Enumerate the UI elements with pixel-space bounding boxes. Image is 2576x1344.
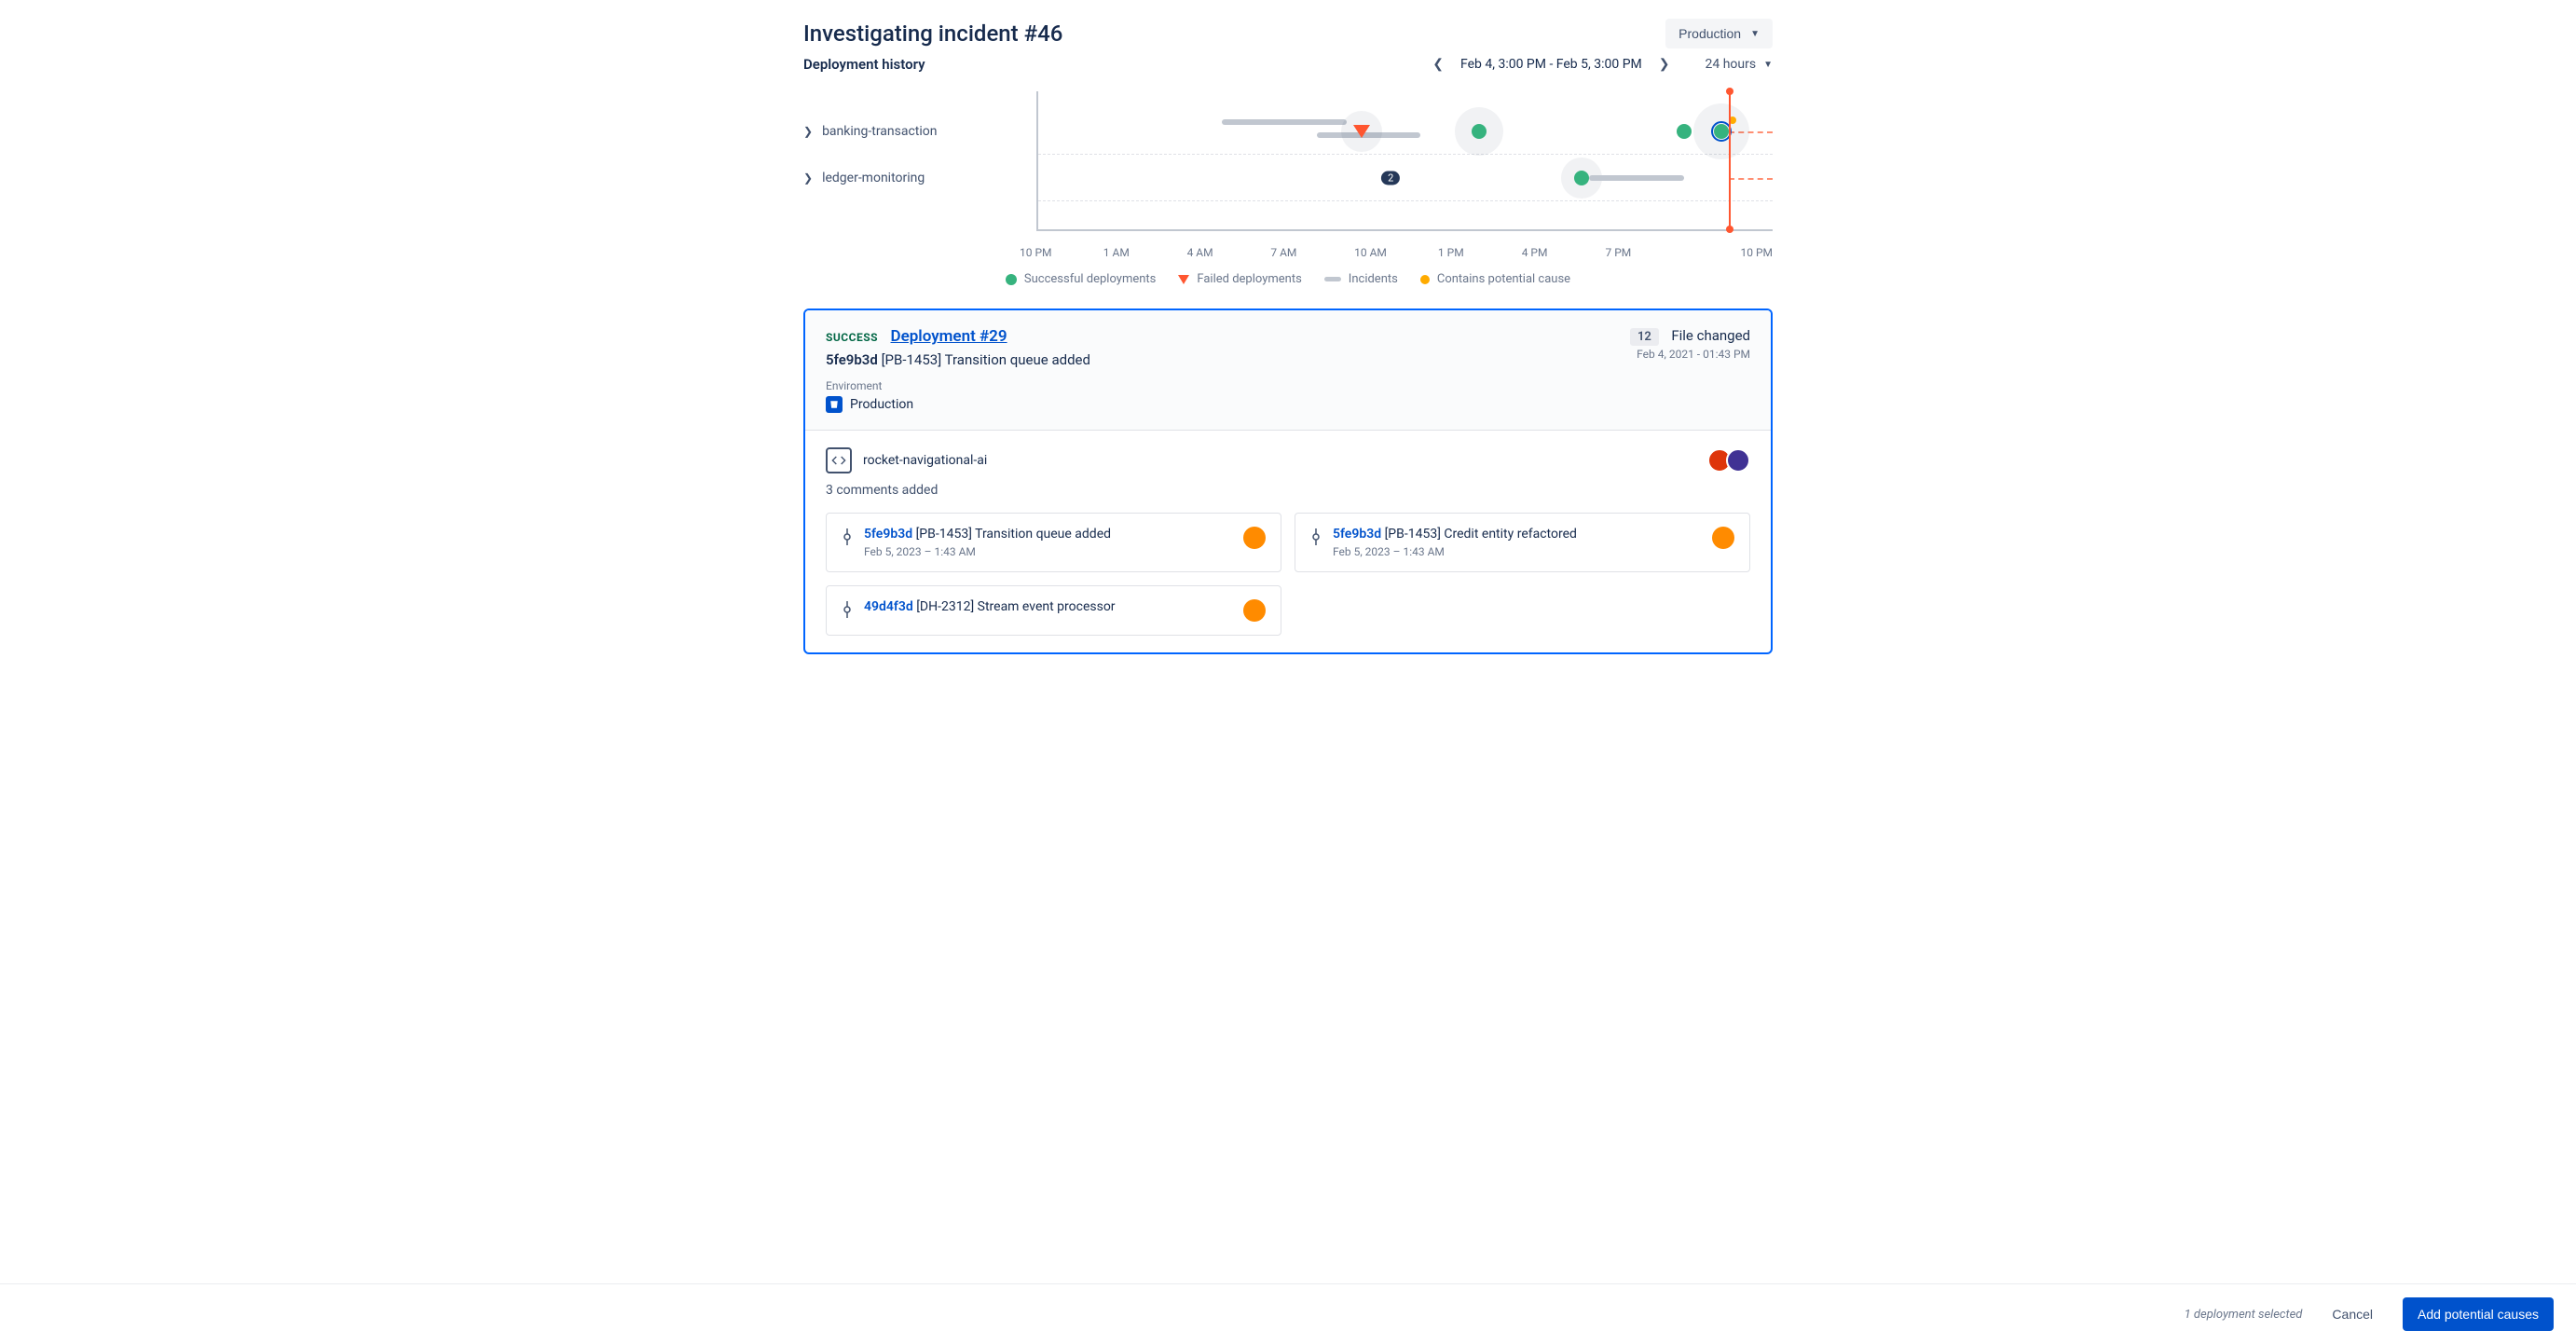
environment-label: Enviroment <box>826 379 1090 392</box>
bitbucket-icon <box>826 396 843 413</box>
avatar[interactable] <box>1726 448 1750 473</box>
chevron-right-icon: ❯ <box>803 171 813 185</box>
commit-hash: 5fe9b3d <box>864 527 912 542</box>
x-axis: 10 PM 1 AM 4 AM 7 AM 10 AM 1 PM 4 PM 7 P… <box>1036 240 1773 259</box>
environment-dropdown[interactable]: Production ▼ <box>1665 19 1773 48</box>
timeline-row-ledger[interactable]: ❯ ledger-monitoring <box>803 155 1036 201</box>
chevron-right-icon: ❯ <box>803 125 813 138</box>
failed-triangle-icon <box>1178 275 1189 284</box>
x-tick: 10 AM <box>1354 246 1438 259</box>
time-window-dropdown[interactable]: 24 hours ▼ <box>1706 57 1774 72</box>
incident-extent-line <box>1729 178 1773 180</box>
deployment-detail-card: SUCCESS Deployment #29 5fe9b3d [PB-1453]… <box>803 309 1773 654</box>
avatar[interactable] <box>1243 527 1266 549</box>
legend-success: Successful deployments <box>1006 272 1156 286</box>
potential-dot-icon <box>1420 275 1430 284</box>
chevron-down-icon: ▼ <box>1750 29 1760 39</box>
commit-card[interactable]: 5fe9b3d [PB-1453] Credit entity refactor… <box>1295 513 1750 572</box>
success-deployment-marker[interactable] <box>1574 171 1589 185</box>
failed-deployment-marker[interactable] <box>1353 125 1370 138</box>
commit-hash: 5fe9b3d <box>1333 527 1381 542</box>
repo-icon <box>826 447 852 473</box>
collapsed-count-badge[interactable]: 2 <box>1381 171 1400 185</box>
file-changed-label: File changed <box>1671 327 1750 344</box>
commit-icon <box>842 528 853 549</box>
legend: Successful deployments Failed deployment… <box>803 272 1773 286</box>
selection-summary: 1 deployment selected <box>2185 1308 2303 1322</box>
avatar[interactable] <box>1243 599 1266 622</box>
deployment-history-title: Deployment history <box>803 56 925 73</box>
footer-bar: 1 deployment selected Cancel Add potenti… <box>0 1283 2576 1344</box>
success-deployment-marker[interactable] <box>1677 124 1692 139</box>
cancel-button[interactable]: Cancel <box>2321 1299 2384 1329</box>
timeline-row-label: ledger-monitoring <box>822 171 925 185</box>
date-next-button[interactable]: ❯ <box>1655 57 1674 72</box>
legend-incidents: Incidents <box>1324 272 1398 286</box>
chevron-down-icon: ▼ <box>1763 60 1773 70</box>
incident-bar-icon <box>1324 277 1341 281</box>
commit-timestamp: Feb 5, 2023 – 1:43 AM <box>864 545 1232 558</box>
timeline-row-label: banking-transaction <box>822 124 937 139</box>
commit-icon <box>842 601 853 622</box>
avatar[interactable] <box>1712 527 1734 549</box>
repo-name: rocket-navigational-ai <box>863 453 987 468</box>
deployment-timestamp: Feb 4, 2021 - 01:43 PM <box>1630 348 1750 361</box>
chart-row-2: 2 <box>1038 155 1773 201</box>
commit-card[interactable]: 49d4f3d [DH-2312] Stream event processor <box>826 585 1281 636</box>
date-prev-button[interactable]: ❮ <box>1429 57 1447 72</box>
success-deployment-marker[interactable] <box>1472 124 1487 139</box>
add-potential-causes-button[interactable]: Add potential causes <box>2403 1297 2554 1331</box>
date-range-label: Feb 4, 3:00 PM - Feb 5, 3:00 PM <box>1460 57 1642 72</box>
success-dot-icon <box>1006 274 1017 285</box>
time-window-label: 24 hours <box>1706 57 1757 72</box>
commit-message: [PB-1453] Transition queue added <box>916 527 1111 542</box>
x-tick: 10 PM <box>1689 246 1773 259</box>
environment-value: Production <box>850 397 913 412</box>
legend-potential: Contains potential cause <box>1420 272 1570 286</box>
timeline-row-banking[interactable]: ❯ banking-transaction <box>803 108 1036 155</box>
x-tick: 7 PM <box>1605 246 1689 259</box>
x-tick: 1 PM <box>1438 246 1522 259</box>
commit-icon <box>1310 528 1322 549</box>
file-count-badge: 12 <box>1630 328 1659 346</box>
commit-message: [PB-1453] Transition queue added <box>882 351 1090 368</box>
deployment-link[interactable]: Deployment #29 <box>891 327 1007 346</box>
now-indicator-line <box>1729 91 1731 229</box>
success-deployment-marker[interactable] <box>1714 124 1729 139</box>
commit-message: [DH-2312] Stream event processor <box>916 599 1115 614</box>
comments-added: 3 comments added <box>826 483 1750 498</box>
x-tick: 10 PM <box>1020 246 1103 259</box>
environment-dropdown-label: Production <box>1679 26 1741 41</box>
status-badge: SUCCESS <box>826 331 878 344</box>
incident-bar <box>1222 119 1347 125</box>
commit-hash: 5fe9b3d <box>826 351 878 368</box>
chart-row-1 <box>1038 108 1773 155</box>
timeline-chart: 2 <box>1036 91 1773 231</box>
incident-bar <box>1589 175 1684 181</box>
commit-message: [PB-1453] Credit entity refactored <box>1385 527 1577 542</box>
x-tick: 4 AM <box>1187 246 1271 259</box>
commit-card[interactable]: 5fe9b3d [PB-1453] Transition queue added… <box>826 513 1281 572</box>
commit-timestamp: Feb 5, 2023 – 1:43 AM <box>1333 545 1701 558</box>
legend-failed: Failed deployments <box>1178 272 1301 286</box>
x-tick: 7 AM <box>1270 246 1354 259</box>
x-tick: 4 PM <box>1522 246 1606 259</box>
commit-hash: 49d4f3d <box>864 599 913 614</box>
page-title: Investigating incident #46 <box>803 21 1062 47</box>
x-tick: 1 AM <box>1103 246 1187 259</box>
contributor-avatars <box>1713 448 1750 473</box>
